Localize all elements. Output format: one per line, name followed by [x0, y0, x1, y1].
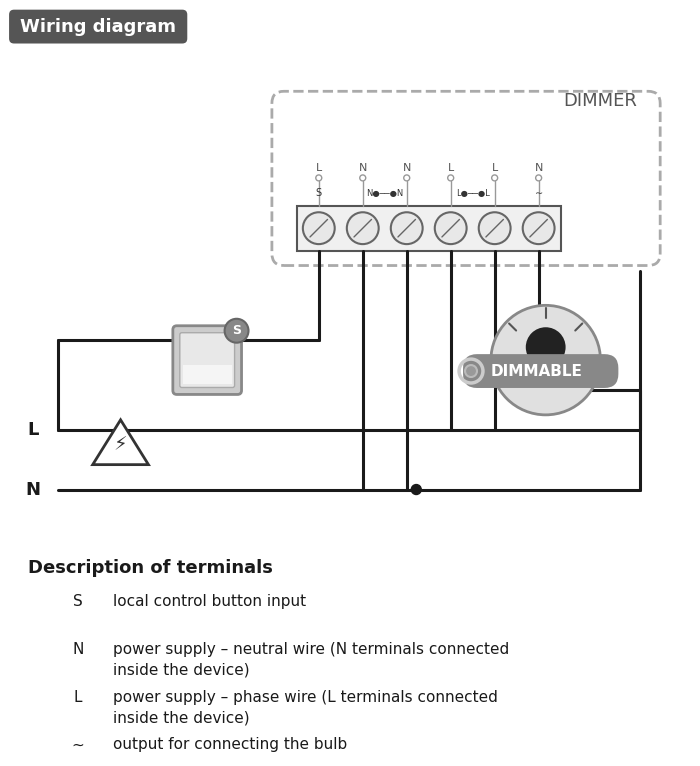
- Text: output for connecting the bulb: output for connecting the bulb: [113, 738, 347, 752]
- Text: power supply – phase wire (L terminals connected
inside the device): power supply – phase wire (L terminals c…: [113, 689, 498, 725]
- Text: L: L: [447, 163, 454, 173]
- Circle shape: [412, 485, 421, 495]
- Text: S: S: [73, 594, 83, 609]
- Polygon shape: [92, 420, 148, 465]
- Text: N: N: [25, 480, 41, 499]
- Text: N: N: [358, 163, 367, 173]
- Bar: [183, 365, 232, 385]
- Text: L●──●L: L●──●L: [456, 189, 489, 198]
- Text: S: S: [316, 188, 322, 198]
- Text: ∼: ∼: [71, 738, 84, 752]
- Circle shape: [225, 319, 248, 342]
- Bar: [297, 206, 561, 250]
- Text: DIMMABLE: DIMMABLE: [491, 364, 583, 378]
- Text: L: L: [316, 163, 322, 173]
- Circle shape: [435, 212, 467, 244]
- Text: ∼: ∼: [535, 188, 542, 198]
- FancyBboxPatch shape: [463, 354, 618, 388]
- Text: DIMMER: DIMMER: [564, 92, 638, 110]
- FancyBboxPatch shape: [173, 326, 242, 394]
- Circle shape: [491, 306, 601, 415]
- Polygon shape: [536, 365, 556, 375]
- Circle shape: [526, 327, 566, 367]
- FancyBboxPatch shape: [9, 10, 188, 44]
- Circle shape: [303, 212, 335, 244]
- Circle shape: [391, 212, 423, 244]
- Text: L: L: [27, 421, 38, 439]
- Circle shape: [346, 212, 379, 244]
- Circle shape: [465, 365, 477, 377]
- Text: N: N: [72, 642, 83, 657]
- Text: N●──●N: N●──●N: [366, 189, 403, 198]
- Text: N: N: [534, 163, 542, 173]
- Text: Description of terminals: Description of terminals: [28, 559, 273, 578]
- Text: L: L: [491, 163, 498, 173]
- Text: local control button input: local control button input: [113, 594, 306, 609]
- Text: S: S: [232, 324, 241, 337]
- Circle shape: [479, 212, 510, 244]
- Circle shape: [523, 212, 554, 244]
- Text: power supply – neutral wire (N terminals connected
inside the device): power supply – neutral wire (N terminals…: [113, 642, 509, 678]
- Text: Wiring diagram: Wiring diagram: [20, 18, 176, 35]
- FancyBboxPatch shape: [180, 332, 234, 388]
- Text: ⚡: ⚡: [113, 435, 127, 454]
- Text: L: L: [74, 689, 82, 705]
- Text: N: N: [402, 163, 411, 173]
